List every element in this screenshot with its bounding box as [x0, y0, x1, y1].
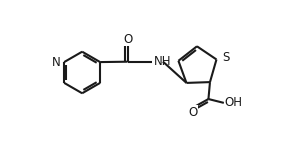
Text: N: N: [52, 56, 60, 69]
Text: O: O: [123, 33, 132, 46]
Text: OH: OH: [224, 96, 242, 109]
Text: NH: NH: [154, 55, 171, 68]
Text: O: O: [188, 106, 198, 119]
Text: S: S: [222, 51, 229, 64]
